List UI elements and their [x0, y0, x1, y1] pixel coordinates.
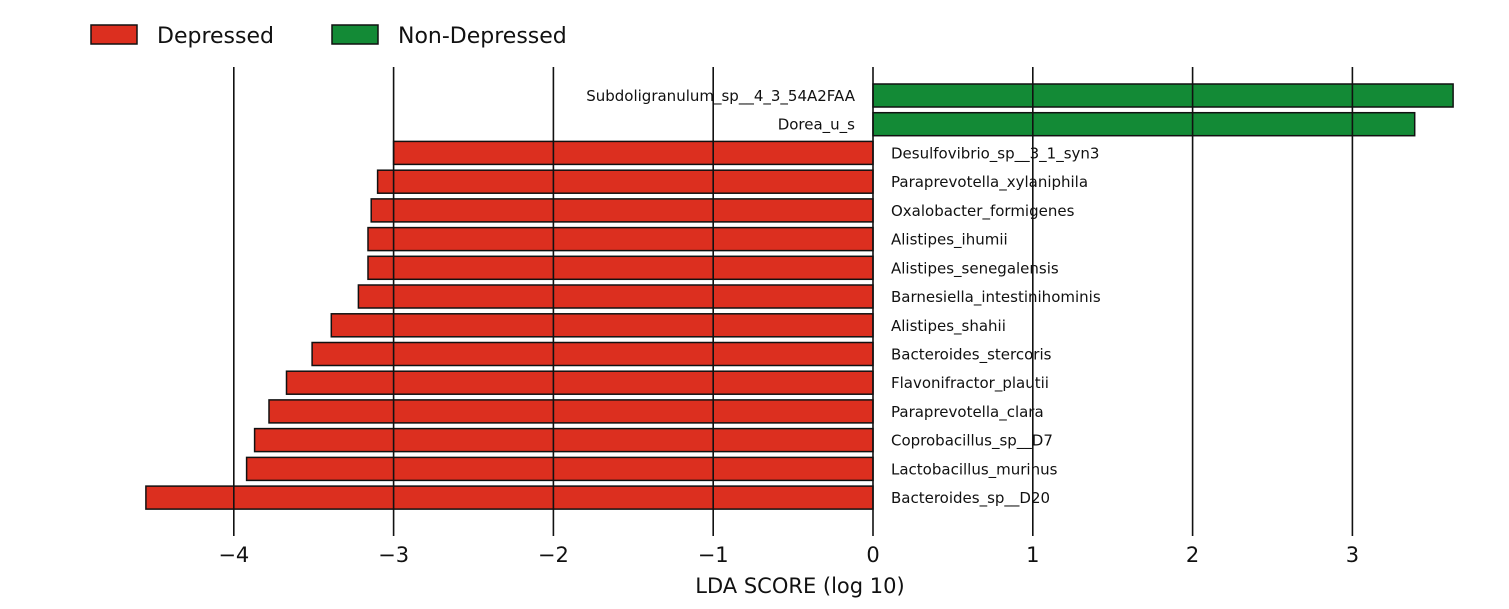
x-tick-label-0: −4	[218, 543, 249, 567]
legend-swatch-depressed	[90, 24, 138, 45]
bar-paraprevotella-xylaniphila	[376, 169, 874, 194]
bar-coprobacillus-sp-d7	[253, 427, 874, 453]
bar-dorea-u-s	[872, 111, 1416, 137]
bars-layer	[145, 83, 1454, 510]
bar-paraprevotella-clara	[268, 399, 874, 424]
bar-flavonifractor-plautii	[285, 370, 874, 395]
x-tick-label-5: 1	[1026, 543, 1039, 567]
bar-label-paraprevotella-xylaniphila: Paraprevotella_xylaniphila	[891, 173, 1088, 192]
bar-label-oxalobacter-formigenes: Oxalobacter_formigenes	[891, 202, 1075, 221]
bar-subdoligranulum-sp-4-3-54a2faa	[872, 83, 1454, 108]
legend-label-depressed: Depressed	[157, 24, 274, 49]
bar-labels-layer: Subdoligranulum_sp__4_3_54A2FAA Dorea_u_s…	[586, 87, 1101, 508]
gridlines	[233, 67, 1354, 536]
bar-label-bacteroides-stercoris: Bacteroides_stercoris	[891, 346, 1052, 365]
bar-bacteroides-sp-d20	[145, 485, 874, 510]
bar-label-alistipes-ihumii: Alistipes_ihumii	[891, 231, 1008, 250]
bar-bacteroides-stercoris	[311, 341, 874, 367]
legend-label-non-depressed: Non-Depressed	[398, 24, 567, 49]
bar-label-paraprevotella-clara: Paraprevotella_clara	[891, 403, 1044, 422]
bar-barnesiella-intestinihominis	[357, 284, 874, 309]
bar-oxalobacter-formigenes	[370, 198, 874, 223]
x-tick-label-1: −3	[378, 543, 409, 567]
x-axis-title: LDA SCORE (log 10)	[695, 574, 904, 598]
bar-desulfovibrio-sp-3-1-syn3	[392, 140, 874, 166]
bar-label-barnesiella-intestinihominis: Barnesiella_intestinihominis	[891, 288, 1101, 307]
x-tick-label-2: −2	[538, 543, 569, 567]
x-tick-label-6: 2	[1186, 543, 1199, 567]
bar-label-coprobacillus-sp-d7: Coprobacillus_sp__D7	[891, 432, 1053, 451]
bar-label-flavonifractor-plautii: Flavonifractor_plautii	[891, 374, 1049, 393]
bar-alistipes-ihumii	[367, 226, 874, 252]
x-tick-label-4: 0	[866, 543, 879, 567]
bar-label-subdoligranulum-sp-4-3-54a2faa: Subdoligranulum_sp__4_3_54A2FAA	[586, 87, 856, 106]
bar-lactobacillus-murinus	[245, 456, 874, 482]
bar-label-desulfovibrio-sp-3-1-syn3: Desulfovibrio_sp__3_1_syn3	[891, 144, 1099, 163]
bar-alistipes-senegalensis	[367, 255, 874, 281]
bar-label-dorea-u-s: Dorea_u_s	[778, 116, 855, 135]
bar-label-alistipes-shahii: Alistipes_shahii	[891, 317, 1006, 336]
legend-swatch-non-depressed	[331, 24, 379, 45]
bar-label-bacteroides-sp-d20: Bacteroides_sp__D20	[891, 489, 1050, 508]
bar-label-alistipes-senegalensis: Alistipes_senegalensis	[891, 259, 1059, 278]
bar-label-lactobacillus-murinus: Lactobacillus_murinus	[891, 460, 1058, 479]
legend: Depressed Non-Depressed	[90, 24, 567, 49]
x-tick-label-3: −1	[698, 543, 729, 567]
x-axis-ticks: −4 −3 −2 −1 0 1 2 3	[218, 543, 1359, 567]
bar-alistipes-shahii	[330, 313, 874, 338]
x-tick-label-7: 3	[1346, 543, 1359, 567]
